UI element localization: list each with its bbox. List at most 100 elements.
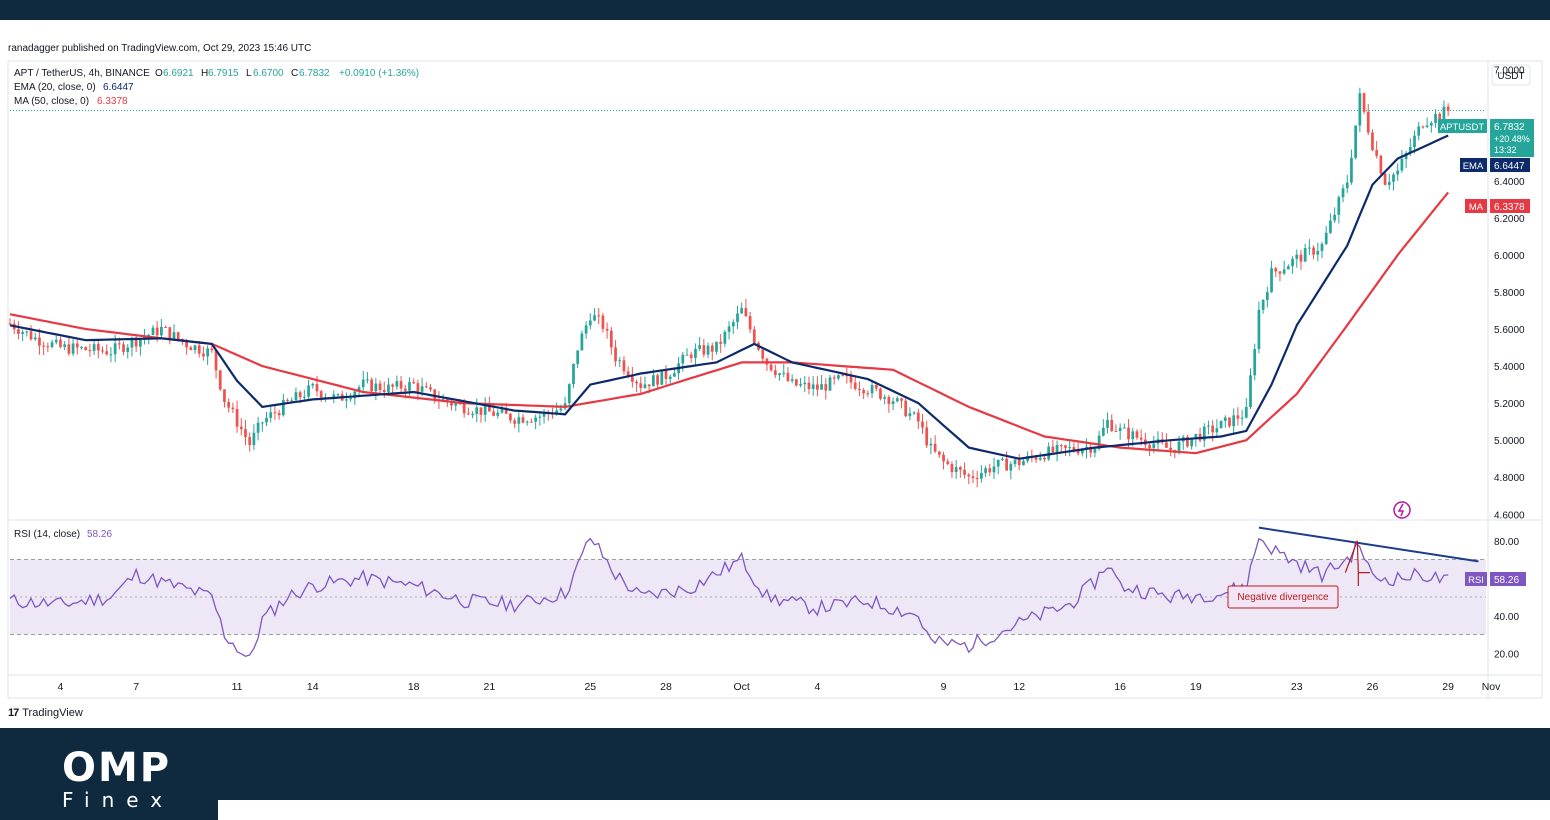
candle-body bbox=[50, 342, 54, 347]
legend-ohlc-key: L bbox=[246, 68, 252, 79]
candle-body bbox=[172, 332, 176, 340]
candle-body bbox=[315, 384, 319, 392]
candle-body bbox=[1312, 247, 1315, 255]
last-price-tag bbox=[1490, 119, 1534, 157]
price-axis[interactable]: 4.6000 4.8000 5.0000 5.2000 5.4000 5.6000 5.80… bbox=[1494, 66, 1525, 522]
candle-body bbox=[866, 393, 870, 395]
candle-body bbox=[803, 382, 807, 385]
candle-body bbox=[1337, 197, 1341, 215]
currency-button[interactable] bbox=[1491, 64, 1531, 86]
time-tick-label: 25 bbox=[584, 681, 596, 693]
legend-ma-value: 6.3378 bbox=[97, 96, 128, 107]
price-tick-label: 4.6000 bbox=[1494, 510, 1525, 521]
candle-body bbox=[752, 329, 756, 343]
time-axis[interactable]: 4 7 11 14 18 21 25 28 Oct 4 9 12 16 19 23 26 29 Nov bbox=[58, 681, 1502, 693]
candle-body bbox=[963, 469, 966, 475]
candle-body bbox=[1131, 431, 1135, 440]
candle-body bbox=[576, 350, 580, 364]
candle-body bbox=[538, 416, 542, 418]
candle-body bbox=[626, 371, 630, 377]
time-tick-label: Oct bbox=[734, 681, 750, 693]
candle-body bbox=[559, 408, 563, 411]
divergence-label: Negative divergence bbox=[1237, 592, 1329, 603]
brand-subtitle: Finex bbox=[62, 788, 175, 812]
candle-body bbox=[1034, 457, 1038, 460]
candle-body bbox=[277, 413, 281, 416]
candle-body bbox=[1383, 173, 1387, 185]
rsi-value-tag bbox=[1490, 572, 1526, 586]
candle-body bbox=[1013, 459, 1017, 465]
candle-body bbox=[1089, 446, 1093, 453]
candle-body bbox=[509, 413, 512, 421]
candle-body bbox=[614, 347, 617, 362]
candle-body bbox=[921, 421, 924, 428]
candle-body bbox=[269, 412, 273, 418]
candle-body bbox=[391, 384, 395, 387]
candle-body bbox=[1442, 106, 1446, 119]
candle-body bbox=[1114, 430, 1118, 432]
candle-body bbox=[584, 325, 588, 334]
candle-body bbox=[1303, 248, 1307, 262]
ma-tag-label: MA bbox=[1469, 202, 1484, 213]
candle-body bbox=[197, 345, 201, 354]
candle-body bbox=[950, 463, 954, 473]
candle-body bbox=[1127, 427, 1130, 440]
candle-body bbox=[904, 400, 908, 417]
candle-body bbox=[412, 382, 416, 384]
price-tick-label: 5.2000 bbox=[1494, 399, 1525, 410]
alert-icon[interactable] bbox=[1393, 501, 1411, 519]
candle-body bbox=[1051, 446, 1055, 453]
candle-body bbox=[408, 382, 411, 391]
candle-body bbox=[942, 454, 945, 462]
candle-body bbox=[1059, 444, 1063, 446]
candle-body bbox=[1106, 420, 1109, 428]
candle-body bbox=[731, 322, 735, 327]
candle-body bbox=[504, 409, 508, 414]
candle-body bbox=[567, 384, 571, 404]
candle-body bbox=[273, 412, 277, 414]
candle-body bbox=[462, 403, 466, 414]
candle-body bbox=[1362, 93, 1366, 112]
candle-body bbox=[1320, 244, 1324, 251]
candle-body bbox=[370, 379, 374, 392]
legend-symbol: APT / TetherUS, 4h, BINANCE bbox=[14, 68, 150, 79]
candle-body bbox=[534, 417, 538, 422]
candle-body bbox=[1291, 258, 1294, 267]
candle-body bbox=[130, 338, 134, 348]
rsi-tick-label: 40.00 bbox=[1494, 612, 1519, 623]
time-tick-label: 9 bbox=[941, 681, 947, 693]
candle-body bbox=[71, 343, 75, 354]
candle-body bbox=[1329, 220, 1332, 233]
tradingview-watermark: 17 TradingView bbox=[8, 707, 83, 719]
candle-body bbox=[715, 341, 718, 352]
rsi-tick-label: 80.00 bbox=[1494, 537, 1519, 548]
chart-panel[interactable]: Negative divergence APT / TetherUS, 4h, … bbox=[0, 0, 1550, 700]
candle-body bbox=[1358, 93, 1362, 126]
candle-body bbox=[1001, 458, 1004, 460]
bar-countdown: 13:32 bbox=[1494, 145, 1517, 155]
candle-body bbox=[450, 402, 453, 406]
candle-body bbox=[887, 397, 891, 405]
candle-body bbox=[387, 384, 390, 393]
candle-body bbox=[361, 379, 365, 388]
candle-body bbox=[138, 339, 142, 347]
candle-body bbox=[698, 345, 702, 349]
rsi-tag-value: 58.26 bbox=[1494, 575, 1519, 586]
candle-body bbox=[601, 315, 605, 329]
candle-body bbox=[1122, 427, 1126, 429]
rsi-axis[interactable]: 20.00 40.00 80.00 bbox=[1494, 537, 1519, 661]
last-price-value: 6.7832 bbox=[1494, 122, 1525, 133]
candle-body bbox=[929, 443, 933, 446]
candle-body bbox=[416, 383, 420, 392]
candle-body bbox=[980, 472, 983, 479]
candle-body bbox=[84, 347, 88, 351]
candle-body bbox=[8, 323, 12, 325]
candle-body bbox=[492, 411, 495, 416]
candle-body bbox=[773, 370, 777, 376]
candle-body bbox=[357, 387, 361, 392]
legend-rsi-label: RSI (14, close) bbox=[14, 529, 80, 540]
candle-body bbox=[1408, 146, 1412, 153]
divergence-label-box bbox=[1227, 585, 1339, 609]
candle-body bbox=[185, 341, 188, 348]
candle-body bbox=[378, 383, 382, 390]
